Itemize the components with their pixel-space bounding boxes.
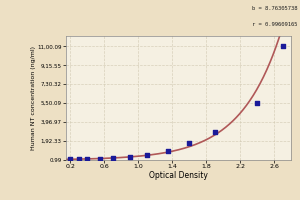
Text: b = 8.76305738: b = 8.76305738 [251,6,297,11]
Point [110,156,115,160]
Point [166,149,170,152]
Point [280,45,285,48]
Point [212,130,217,134]
Point [85,157,90,160]
Point [127,155,132,158]
Point [76,158,81,161]
Point [68,158,73,161]
X-axis label: Optical Density: Optical Density [149,171,208,180]
Y-axis label: Human NT concentration (ng/ml): Human NT concentration (ng/ml) [31,46,36,150]
Point [144,153,149,156]
Point [187,141,191,145]
Text: r = 0.99609165: r = 0.99609165 [251,22,297,27]
Point [255,102,260,105]
Point [98,157,102,160]
